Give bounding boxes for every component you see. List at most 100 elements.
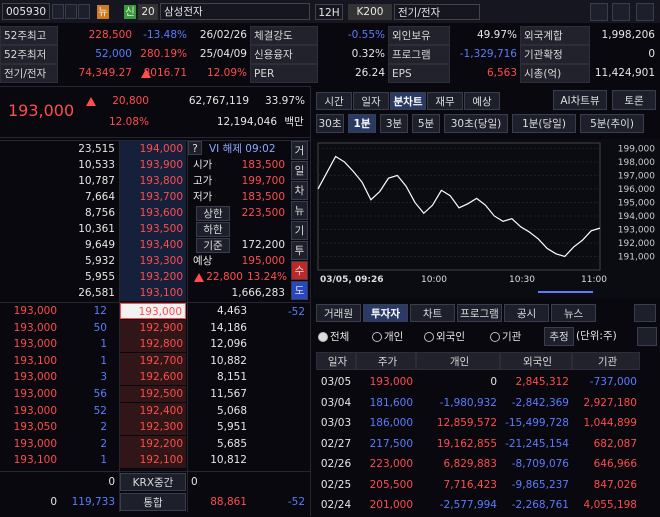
side-button[interactable]: 기 (291, 221, 308, 240)
investor-tab[interactable]: 프로그램 (457, 304, 502, 322)
interval-button[interactable]: 5분 (412, 114, 440, 133)
radio[interactable] (490, 332, 500, 342)
ask-volume: 26,581 (78, 287, 115, 299)
bid-left-qty: 2 (100, 437, 107, 450)
x-tick-label: 10:00 (421, 275, 447, 285)
tab[interactable]: 시간 (316, 92, 352, 110)
bid-volume: 5,068 (216, 404, 247, 417)
tab[interactable]: 예상 (464, 92, 500, 110)
up-arrow (141, 69, 151, 78)
tab-icon[interactable] (634, 304, 656, 322)
settings-icon[interactable] (78, 4, 90, 19)
ask-volume: 10,361 (78, 223, 115, 235)
info-value: 12.09% (206, 67, 247, 79)
column-header: 외국인 (500, 352, 572, 370)
stat-label: 시가 (193, 159, 213, 171)
info-label: 52주최고 (0, 26, 58, 45)
bid-left-qty: 1 (100, 338, 107, 351)
radio[interactable] (424, 332, 434, 342)
side-button[interactable]: 수 (291, 261, 308, 280)
bid-price: 192,700 (120, 352, 186, 369)
x-tick-label: 11:00 (581, 275, 607, 285)
investor-cell: 4,055,198 (583, 499, 637, 511)
price-line (317, 155, 601, 258)
investor-tab[interactable]: 뉴스 (551, 304, 596, 322)
investor-cell: 2,845,312 (515, 376, 569, 388)
interval-button[interactable]: 1분(당일) (512, 114, 576, 133)
divider (119, 140, 120, 512)
side-button[interactable]: 일 (291, 161, 308, 180)
vi-help[interactable]: ? (188, 141, 202, 155)
change-rate: 12.08% (108, 116, 149, 128)
investor-tab[interactable]: 공시 (504, 304, 549, 322)
side-button[interactable]: 투 (291, 241, 308, 260)
investor-cell: -8,709,076 (511, 458, 569, 470)
total-change: -52 (287, 496, 305, 508)
window-icon[interactable] (590, 3, 608, 21)
info-value: 8016.71 (143, 67, 187, 79)
interval-button[interactable]: 30초(당일) (444, 114, 508, 133)
interval-button[interactable]: 5분(추이) (580, 114, 644, 133)
radio[interactable] (372, 332, 382, 342)
investor-cell: 02/26 (320, 458, 352, 470)
investor-cell: 223,000 (369, 458, 413, 470)
stat-label[interactable]: 하한 (196, 222, 230, 237)
print-icon[interactable] (637, 327, 657, 346)
divider (0, 137, 310, 138)
radio-label[interactable]: 개인 (384, 331, 404, 343)
stock-name: 삼성전자 (160, 3, 310, 20)
bid-volume: 8,151 (216, 371, 247, 384)
investor-cell: 201,000 (369, 499, 413, 511)
investor-cell: 03/03 (320, 417, 352, 429)
investor-tab[interactable]: 거래원 (316, 304, 361, 322)
y-tick-label: 195,000 (618, 198, 655, 208)
side-button[interactable]: 차 (291, 181, 308, 200)
sector: 전기/전자 (394, 4, 480, 20)
investor-tab[interactable]: 차트 (410, 304, 455, 322)
side-button[interactable]: 도 (291, 281, 308, 300)
column-header: 개인 (416, 352, 500, 370)
tab[interactable]: 재무 (427, 92, 463, 110)
search-icon[interactable] (52, 4, 64, 19)
investor-tab[interactable]: 투자자 (363, 304, 408, 322)
discuss-button[interactable]: 토론 (612, 90, 656, 110)
stock-code[interactable]: 005930 (2, 3, 50, 20)
tab[interactable]: 분차트 (390, 92, 426, 110)
ask-volume: 23,515 (78, 143, 115, 155)
investor-cell: 847,026 (593, 478, 637, 491)
radio-label[interactable]: 전체 (330, 331, 350, 343)
radio-label[interactable]: 기관 (502, 331, 522, 343)
stat-value: 223,500 (241, 207, 285, 219)
info-label: EPS (388, 64, 450, 83)
radio[interactable] (318, 332, 328, 342)
info-label: 신용융자 (250, 45, 318, 64)
stat-label[interactable]: 상한 (196, 206, 230, 221)
bid-left-price: 193,000 (13, 371, 57, 384)
radio-label[interactable]: 외국인 (436, 331, 465, 343)
investor-cell: 0 (490, 376, 497, 388)
divider (0, 471, 310, 472)
side-button[interactable]: 뉴 (291, 201, 308, 220)
fav-icon[interactable] (65, 4, 77, 19)
info-value: 26.24 (354, 67, 385, 79)
expected-volume: 1,666,283 (231, 287, 285, 299)
side-button[interactable]: 거 (291, 141, 308, 160)
investor-cell: -737,000 (589, 376, 637, 388)
unit: (단위:주) (576, 330, 617, 342)
interval-button[interactable]: 1분 (348, 114, 376, 133)
tab[interactable]: 일자 (353, 92, 389, 110)
total-left: 0 (50, 496, 57, 508)
stat-label[interactable]: 기준 (196, 238, 230, 253)
ask-price: 193,400 (120, 237, 186, 253)
ai-chart-button[interactable]: AI차트뷰 (553, 90, 607, 110)
investor-cell: 6,829,883 (443, 458, 497, 470)
interval-button[interactable]: 30초 (316, 114, 344, 133)
bid-price: 192,300 (120, 419, 186, 436)
investor-cell: 02/25 (320, 478, 352, 491)
interval-button[interactable]: 3분 (380, 114, 408, 133)
window-icon[interactable] (636, 3, 654, 21)
expected-change: 22,800 (206, 271, 243, 283)
estimate-button[interactable]: 추정 (544, 327, 574, 346)
window-icon[interactable] (612, 3, 630, 21)
bid-left-price: 193,000 (13, 305, 57, 317)
